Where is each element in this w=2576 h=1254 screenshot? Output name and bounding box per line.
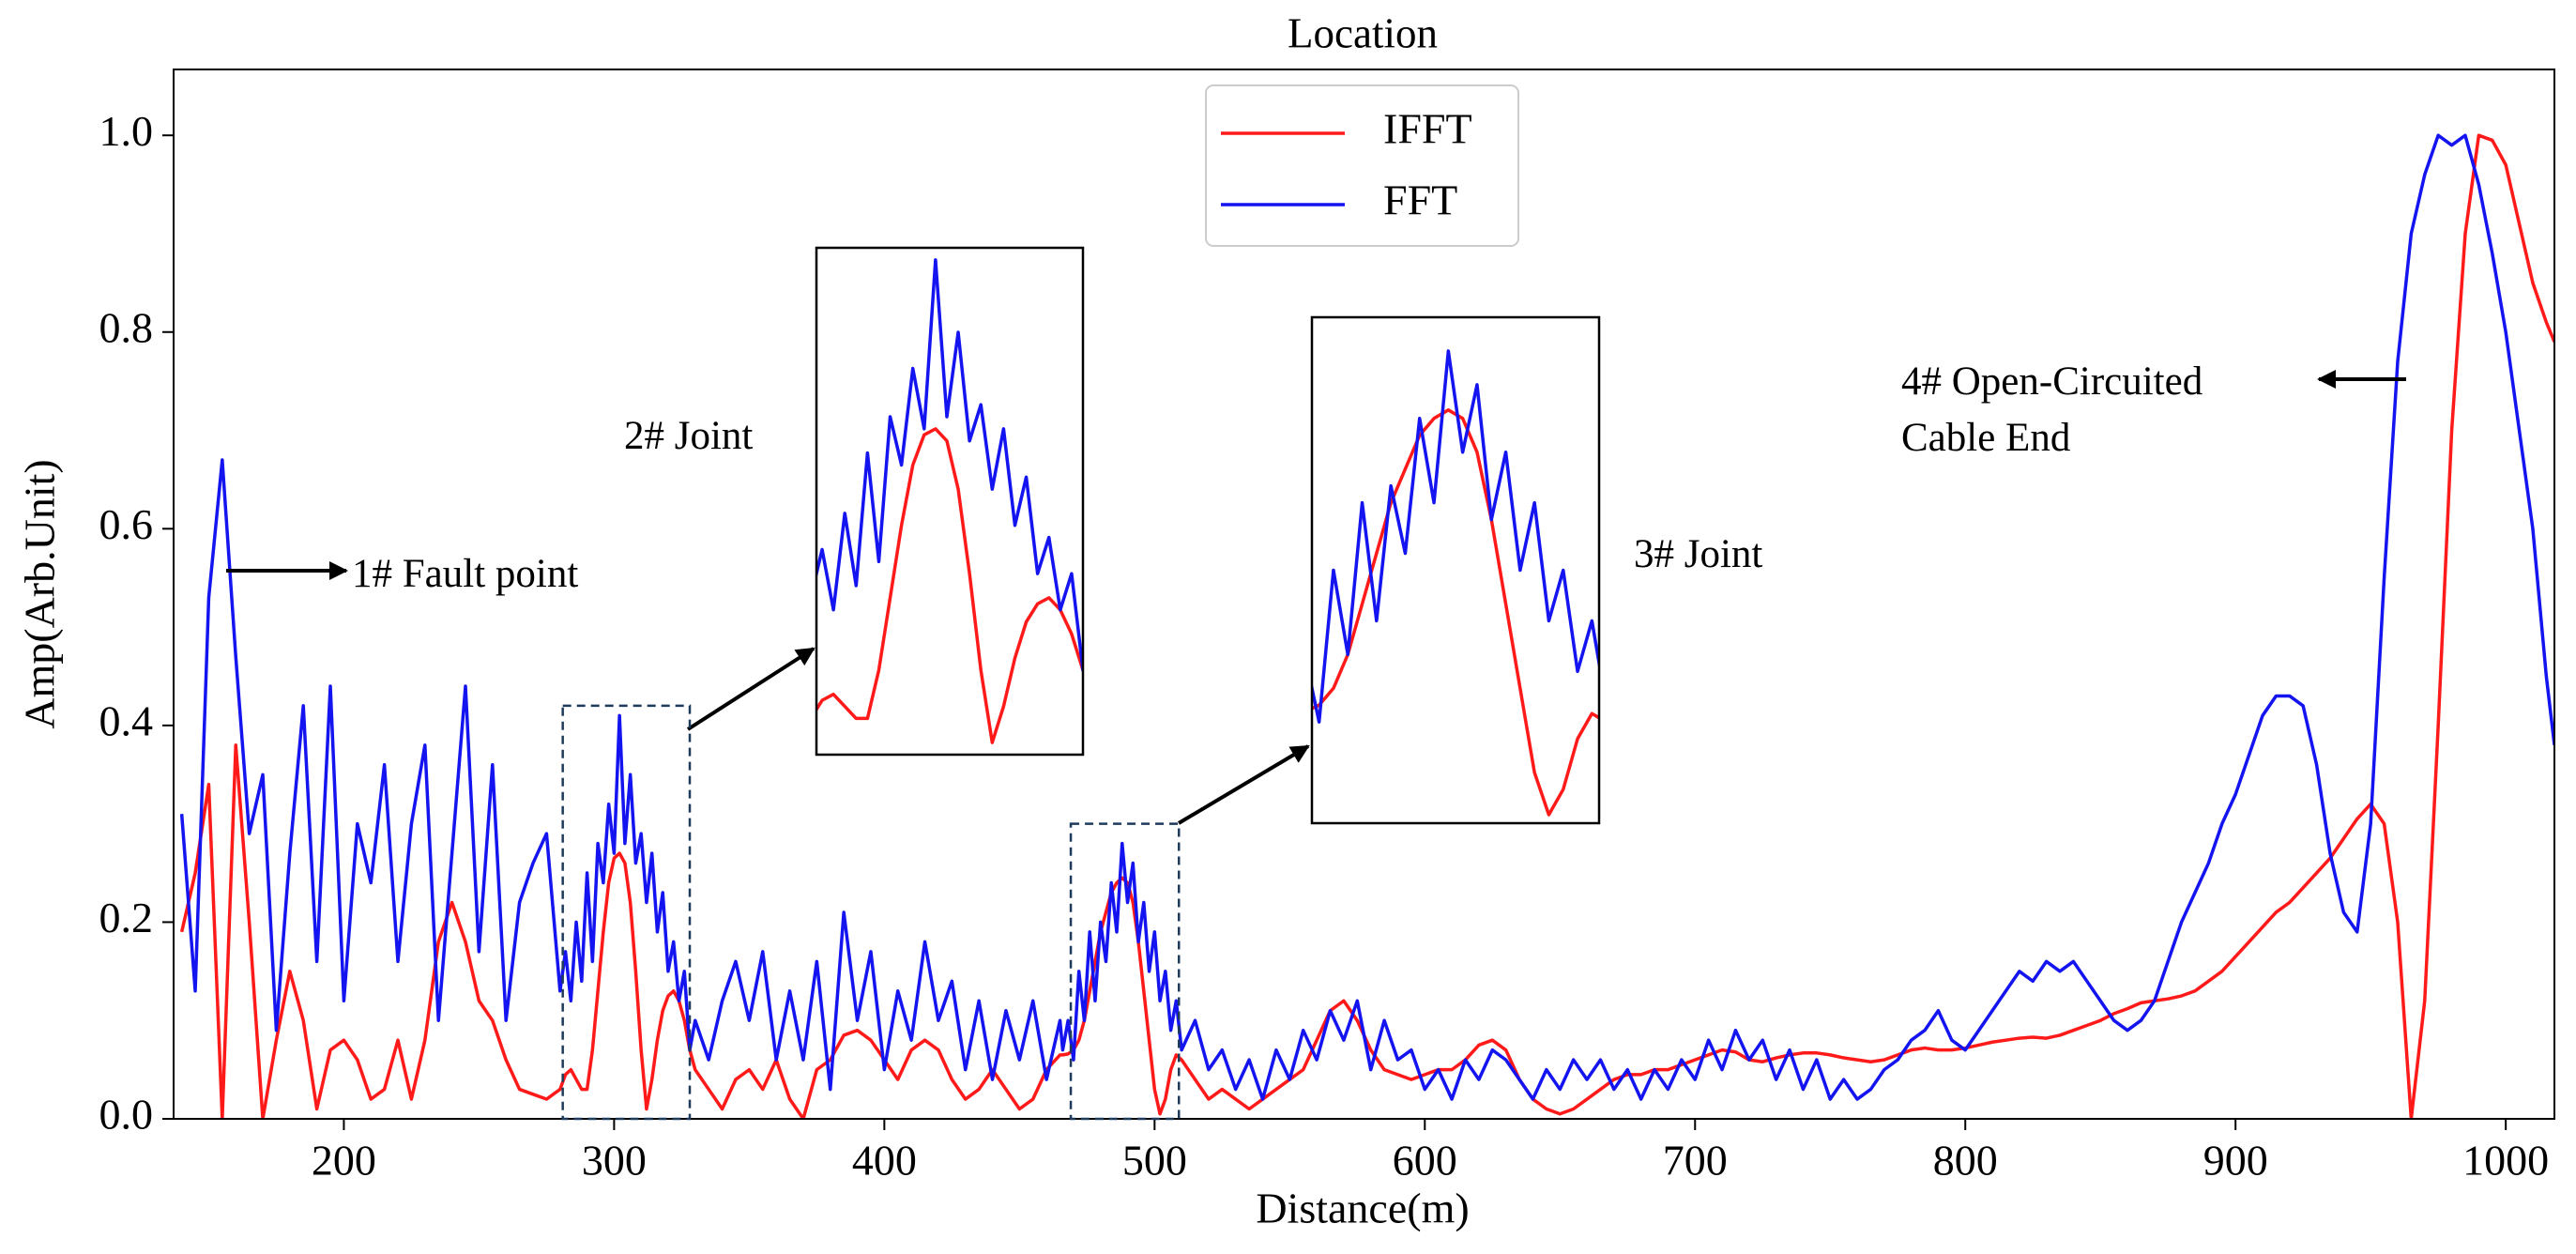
- annotation: Cable End: [1901, 416, 2070, 460]
- legend-label: IFFT: [1383, 105, 1472, 153]
- x-tick-label: 600: [1393, 1137, 1457, 1185]
- legend-items: IFFT FFT: [1221, 105, 1472, 224]
- inset-frame: [1310, 315, 1601, 825]
- x-tick-label: 800: [1933, 1137, 1998, 1185]
- x-tick-label: 900: [2203, 1137, 2268, 1185]
- inset-line: [816, 427, 1083, 744]
- annotation: 3# Joint: [1634, 532, 1762, 576]
- y-axis-label: Amp(Arb.Unit): [16, 459, 64, 728]
- zoom-region: [561, 704, 692, 1121]
- data-line: [179, 133, 2554, 1101]
- y-tick-label: 0.6: [99, 500, 154, 548]
- x-tick-label: 700: [1663, 1137, 1728, 1185]
- y-tick-label: 0.8: [99, 303, 154, 351]
- y-tick-label: 1.0: [99, 107, 154, 155]
- annotation: 2# Joint: [624, 414, 753, 458]
- annotation: 1# Fault point: [352, 552, 578, 596]
- x-axis-label: Distance(m): [1256, 1185, 1469, 1232]
- inset-frame: [815, 246, 1085, 757]
- inset-background: [816, 248, 1083, 755]
- y-tick-label: 0.2: [99, 894, 154, 941]
- y-tick-label: 0.4: [99, 696, 154, 744]
- chart-title: Location: [1288, 9, 1438, 56]
- y-tick-label: 0.0: [99, 1091, 154, 1139]
- x-tick-label: 500: [1122, 1137, 1187, 1185]
- x-tick-label: 400: [852, 1137, 917, 1185]
- inset-line: [816, 258, 1083, 672]
- arrow: [686, 647, 815, 731]
- axes-frame: [173, 69, 2555, 1120]
- annotation: 4# Open-Circuited: [1901, 359, 2203, 404]
- x-tick-label: 300: [582, 1137, 647, 1185]
- x-tick-label: 200: [312, 1137, 376, 1185]
- arrow: [1177, 744, 1310, 825]
- x-tick-label: 1000: [2462, 1137, 2549, 1185]
- zoom-region: [1069, 822, 1181, 1121]
- legend-label: FFT: [1383, 176, 1457, 224]
